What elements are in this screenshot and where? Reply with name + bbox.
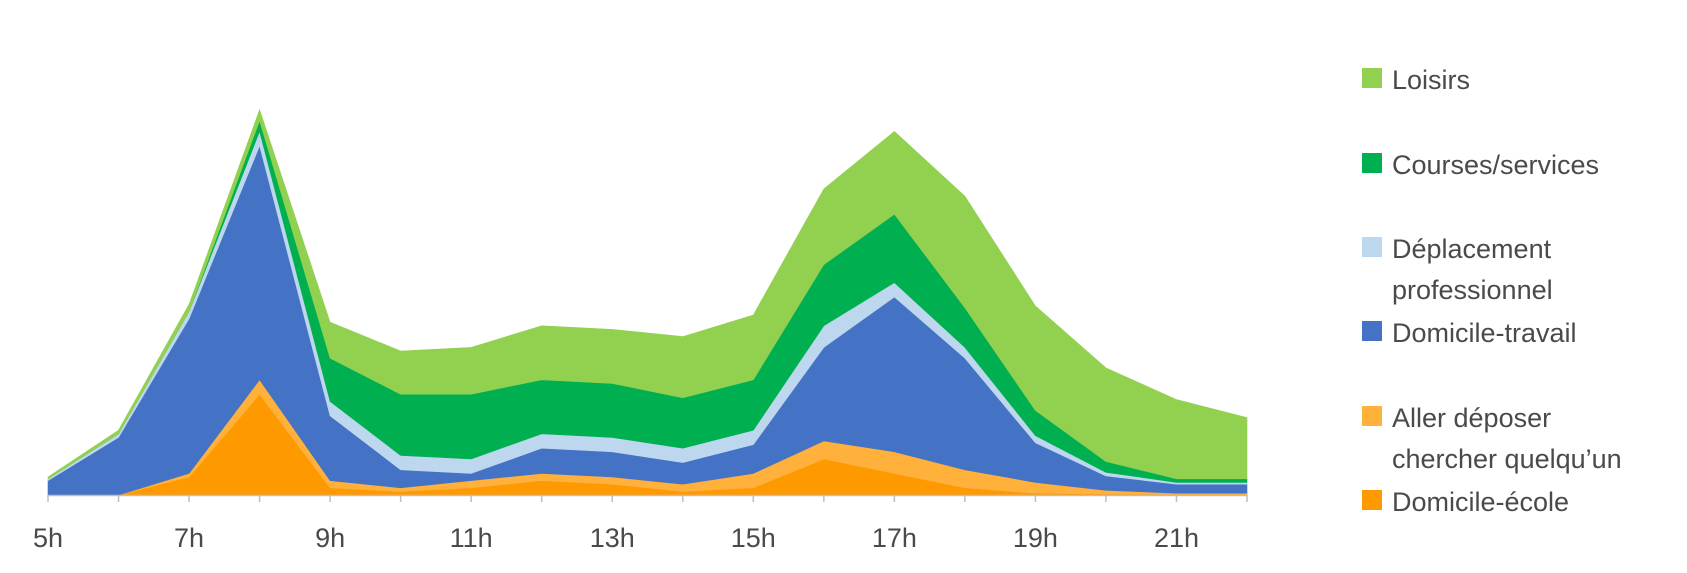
x-tick-label: 15h: [731, 523, 776, 553]
x-tick-label: 5h: [33, 523, 63, 553]
legend-item-loisirs: Loisirs: [1362, 60, 1470, 101]
area-layers: [47, 108, 1248, 496]
x-tick-label: 17h: [872, 523, 917, 553]
x-axis-ticks: 5h 7h 9h 11h 13h 15h 17h 19h 21h: [33, 495, 1248, 553]
legend-item-deplacement-professionnel: Déplacement professionnel: [1362, 229, 1553, 311]
x-tick-label: 7h: [174, 523, 204, 553]
legend-swatch-deplacement-professionnel: [1362, 237, 1382, 257]
x-tick-label: 11h: [450, 523, 493, 553]
legend-label-courses-services: Courses/services: [1392, 150, 1600, 180]
legend-label-loisirs: Loisirs: [1392, 65, 1471, 95]
legend-swatch-courses-services: [1362, 153, 1382, 173]
x-tick-label: 9h: [315, 523, 345, 553]
legend-item-courses-services: Courses/services: [1362, 145, 1599, 186]
legend-swatch-domicile-travail: [1362, 321, 1382, 341]
legend-label-deplacement-professionnel: Déplacement professionnel: [1392, 234, 1553, 305]
x-tick-label: 13h: [590, 523, 635, 553]
legend-swatch-domicile-ecole: [1362, 490, 1382, 510]
area-loisirs: [47, 108, 1248, 480]
legend-swatch-aller-deposer: [1362, 406, 1382, 426]
x-tick-label: 21h: [1154, 523, 1199, 553]
x-tick-label: 19h: [1013, 523, 1058, 553]
legend-label-domicile-travail: Domicile-travail: [1392, 318, 1577, 348]
legend-item-aller-deposer: Aller déposer chercher quelqu’un: [1362, 398, 1622, 480]
legend-item-domicile-ecole: Domicile-école: [1362, 482, 1569, 523]
legend-label-aller-deposer: Aller déposer chercher quelqu’un: [1392, 403, 1622, 474]
legend-label-domicile-ecole: Domicile-école: [1392, 487, 1570, 517]
legend-swatch-loisirs: [1362, 68, 1382, 88]
legend-item-domicile-travail: Domicile-travail: [1362, 313, 1577, 354]
